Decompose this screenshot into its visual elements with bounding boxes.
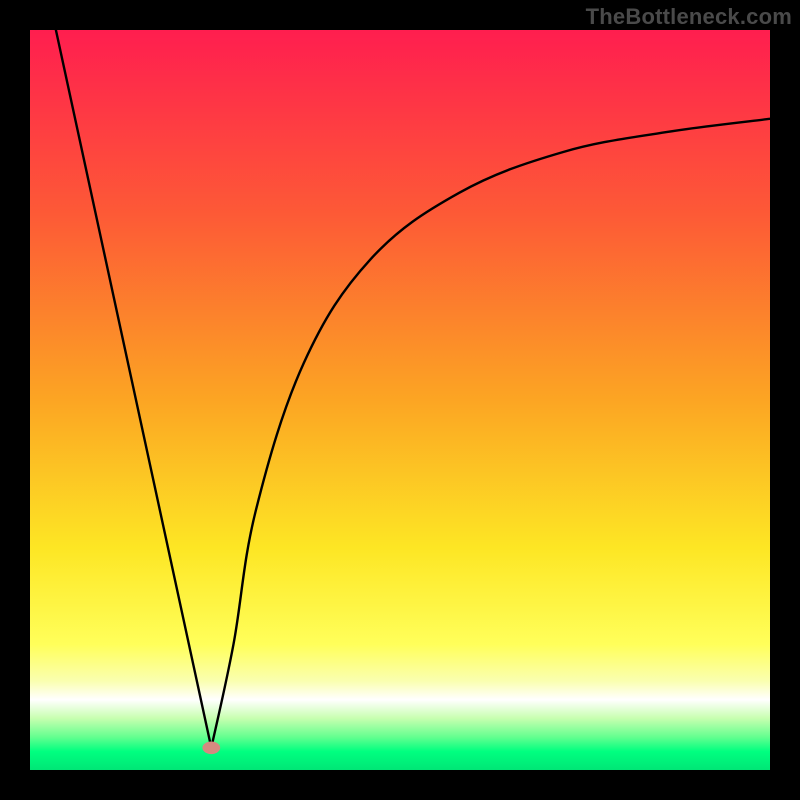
gradient-background <box>30 30 770 770</box>
chart-svg <box>30 30 770 770</box>
curve-minimum-marker <box>202 742 220 755</box>
plot-area <box>30 30 770 770</box>
watermark-text: TheBottleneck.com <box>586 4 792 30</box>
chart-frame: TheBottleneck.com <box>0 0 800 800</box>
